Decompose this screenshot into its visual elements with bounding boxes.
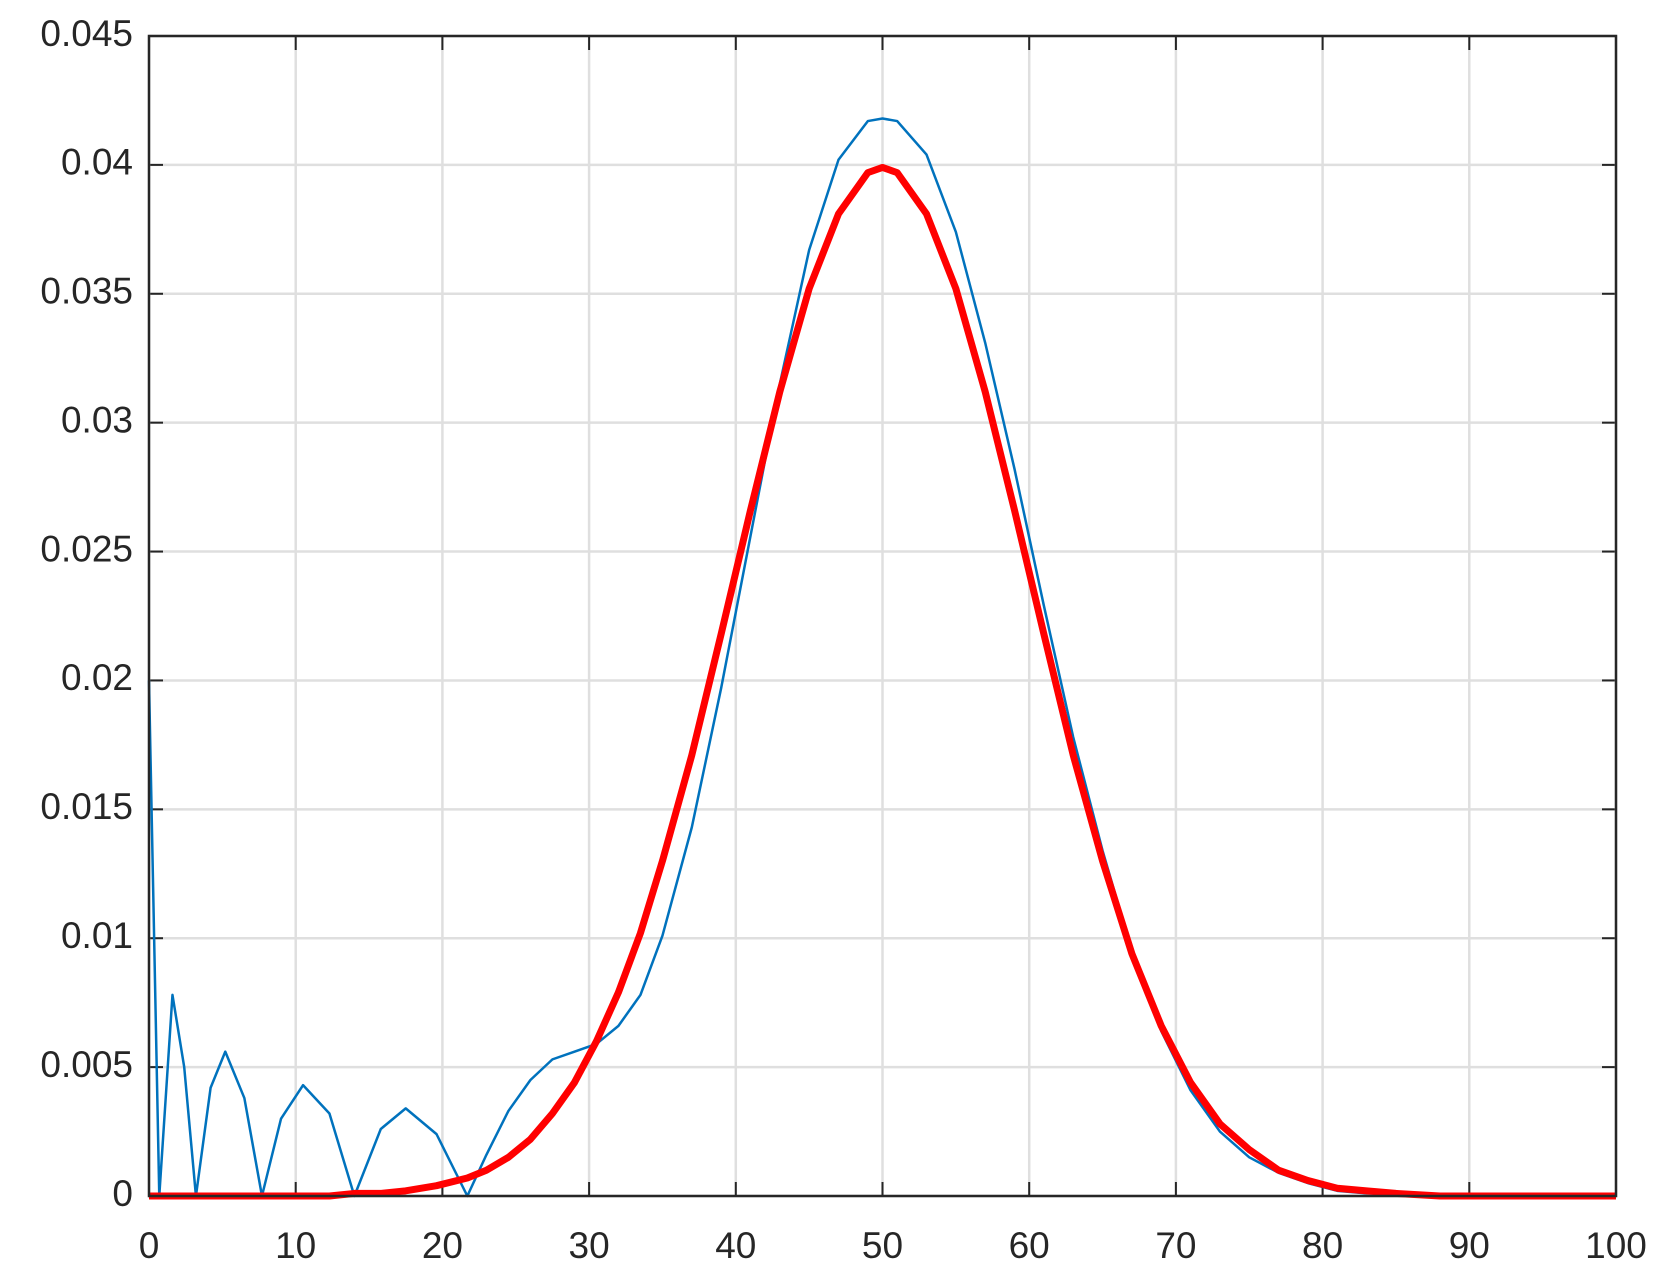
y-tick-label: 0.03 [61, 399, 133, 440]
y-tick-label: 0 [112, 1173, 133, 1214]
x-tick-label: 0 [139, 1225, 160, 1266]
y-tick-label: 0.045 [40, 13, 133, 54]
x-tick-label: 100 [1585, 1225, 1647, 1266]
plot-frame [147, 34, 1618, 1198]
x-tick-label: 40 [715, 1225, 756, 1266]
x-tick-label: 10 [275, 1225, 316, 1266]
x-tick-label: 90 [1449, 1225, 1490, 1266]
x-tick-label: 70 [1155, 1225, 1196, 1266]
y-tick-label: 0.01 [61, 915, 133, 956]
x-tick-label: 30 [569, 1225, 610, 1266]
x-tick-label: 20 [422, 1225, 463, 1266]
y-tick-label: 0.015 [40, 786, 133, 827]
x-tick-label: 60 [1009, 1225, 1050, 1266]
y-tick-label: 0.04 [61, 142, 133, 183]
x-tick-label: 50 [862, 1225, 903, 1266]
y-tick-label: 0.035 [40, 271, 133, 312]
y-tick-label: 0.02 [61, 657, 133, 698]
x-tick-label: 80 [1302, 1225, 1343, 1266]
line-series [147, 117, 1616, 1198]
y-tick-label: 0.025 [40, 528, 133, 569]
y-tick-label: 0.005 [40, 1044, 133, 1085]
